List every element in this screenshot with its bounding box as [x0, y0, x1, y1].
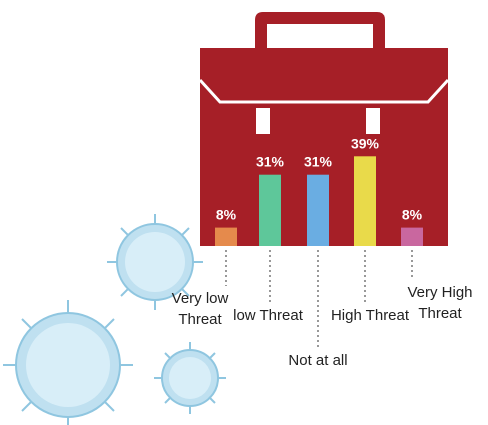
value-label: 31%	[256, 154, 285, 170]
virus	[3, 300, 133, 425]
viruses	[3, 214, 226, 425]
bar	[354, 156, 376, 246]
value-label: 39%	[351, 135, 380, 151]
value-label: 31%	[304, 154, 333, 170]
value-label: 8%	[402, 207, 423, 223]
bar	[307, 174, 329, 246]
virus	[154, 342, 226, 414]
virus	[107, 214, 203, 310]
category-label: High Threat	[330, 307, 410, 324]
bar	[215, 227, 237, 246]
bar	[401, 227, 423, 246]
category-label: Very High Threat	[407, 284, 473, 322]
category-label: low Threat	[233, 307, 303, 324]
value-label: 8%	[216, 207, 237, 223]
bar	[259, 174, 281, 246]
category-label: Very low Threat	[171, 290, 229, 328]
category-label: Not at all	[288, 352, 348, 369]
